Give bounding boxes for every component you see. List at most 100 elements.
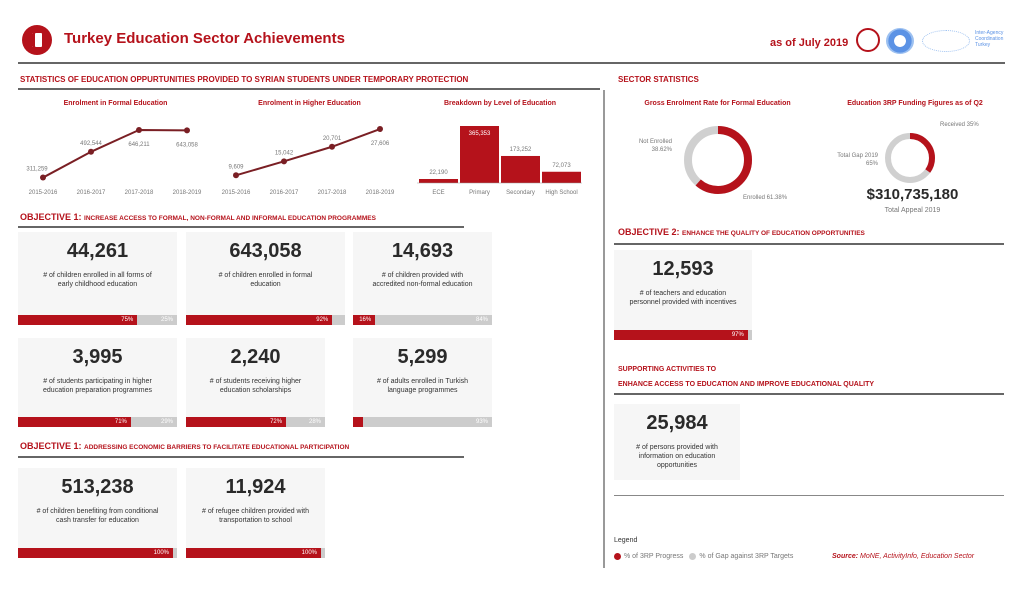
- objective-2-divider: [614, 243, 1004, 245]
- legend-gap-label: % of Gap against 3RP Targets: [699, 553, 794, 560]
- x-tick-label: 2018-2019: [173, 190, 202, 196]
- progress-bar: 100%: [18, 548, 177, 558]
- bar: [501, 155, 540, 183]
- formal-chart-title: Enrolment in Formal Education: [63, 100, 168, 107]
- indicator-card: 3,995 # of students participating in high…: [18, 338, 177, 417]
- gap-fill: [332, 315, 345, 325]
- supporting-line-1: SUPPORTING ACTIVITIES TO: [618, 366, 717, 373]
- supporting-line-2: ENHANCE ACCESS TO EDUCATION AND IMPROVE …: [618, 381, 875, 388]
- progress-fill: 75%: [18, 315, 138, 325]
- objective-1b-heading: OBJECTIVE 1: ADDRESSING ECONOMIC BARRIER…: [20, 441, 349, 451]
- x-tick-label: 2015-2016: [29, 190, 58, 196]
- indicator-description: # of refugee children provided with tran…: [201, 508, 309, 525]
- breakdown-chart-title: Breakdown by Level of Education: [443, 100, 557, 107]
- x-tick-label: 2017-2018: [318, 190, 347, 196]
- progress-fill: 100%: [18, 548, 173, 558]
- progress-bar: 100%: [186, 548, 325, 558]
- indicator-card: 14,693 # of children provided with accred…: [353, 232, 492, 315]
- objective-label: OBJECTIVE 1:: [20, 212, 82, 222]
- objective-text: ADDRESSING ECONOMIC BARRIERS TO FACILITA…: [84, 444, 350, 451]
- indicator-card: 5,299 # of adults enrolled in Turkish lan…: [353, 338, 492, 417]
- x-tick-label: 2017-2018: [125, 190, 154, 196]
- slice-label: Enrolled 61.38%: [743, 195, 788, 201]
- indicator-card: 513,238 # of children benefiting from con…: [18, 468, 177, 548]
- legend-gap-swatch: [689, 553, 697, 560]
- progress-fill: [353, 417, 363, 427]
- donut-charts: Not Enrolled 38.62% Enrolled 61.38% Receive…: [639, 122, 979, 201]
- progress-bar: 75% 25%: [18, 315, 177, 325]
- higher-chart-title: Enrolment in Higher Education: [258, 100, 361, 107]
- slice-value: 65%: [866, 161, 879, 167]
- indicator-card: 25,984 # of persons provided with informa…: [614, 404, 740, 480]
- column-divider: [603, 90, 605, 568]
- objective-2-heading: OBJECTIVE 2: ENHANCE THE QUALITY OF EDUC…: [618, 227, 865, 237]
- progress-fill: 100%: [186, 548, 321, 558]
- gap-fill: 25%: [160, 317, 173, 323]
- gap-fill: 84%: [475, 317, 488, 323]
- progress-bar: 16% 84%: [353, 315, 492, 325]
- funding-amount: $310,735,180: [866, 186, 959, 203]
- indicator-value: 2,240: [230, 346, 281, 368]
- gap-fill: [173, 548, 177, 558]
- education-sector-logo: [22, 25, 52, 55]
- supporting-divider: [614, 393, 1004, 395]
- progress-fill: 92%: [186, 315, 333, 325]
- data-point: [233, 172, 239, 179]
- progress-bar: 97%: [614, 330, 752, 340]
- charts-area: 311,259 2015-2016 492,544 2016-2017 646,211 2…: [26, 126, 582, 196]
- legend-progress-label: % of 3RP Progress: [624, 553, 684, 560]
- series-line: [42, 128, 188, 179]
- bar: [542, 171, 581, 183]
- bar: [419, 179, 458, 183]
- data-point: [88, 148, 94, 155]
- indicator-value: 643,058: [229, 240, 302, 262]
- legend-title: Legend: [614, 537, 638, 544]
- x-tick-label: High School: [545, 190, 577, 196]
- objective-1b-divider: [18, 456, 464, 458]
- objective-text: ENHANCE THE QUALITY OF EDUCATION OPPORTU…: [682, 230, 865, 237]
- indicator-value: 513,238: [61, 476, 134, 498]
- x-tick-label: ECE: [432, 190, 444, 196]
- indicator-description: # of students participating in higher ed…: [43, 378, 152, 395]
- indicator-card: 643,058 # of children enrolled in formal …: [186, 232, 345, 315]
- slice-label: Not Enrolled: [639, 139, 672, 145]
- data-point: [329, 143, 335, 150]
- indicator-value: 3,995: [72, 346, 123, 368]
- x-tick-label: Primary: [469, 190, 490, 196]
- progress-fill: 16%: [353, 315, 376, 325]
- donut-progress-slice: [684, 126, 752, 194]
- right-section-title: SECTOR STATISTICS: [618, 75, 699, 84]
- indicator-description: # of adults enrolled in Turkish language…: [376, 378, 469, 395]
- series-line: [235, 128, 381, 177]
- x-tick-label: Secondary: [506, 190, 535, 196]
- slice-label: Total Gap 2019: [837, 153, 878, 159]
- funding-chart-title: Education 3RP Funding Figures as of Q2: [847, 100, 983, 107]
- slice-label: Received 35%: [940, 122, 979, 128]
- data-point: [40, 174, 46, 181]
- indicator-card: 44,261 # of children enrolled in all form…: [18, 232, 177, 315]
- inter-agency-logo: [922, 30, 970, 52]
- progress-fill: 97%: [614, 330, 748, 340]
- slice-value: 38.62%: [652, 147, 673, 153]
- left-section-divider: [18, 88, 600, 90]
- progress-fill: 72%: [186, 417, 287, 427]
- bar-label: 173,252: [510, 147, 532, 153]
- left-section-title: STATISTICS OF EDUCATION OPPURTUNITIES PR…: [20, 75, 469, 84]
- gap-fill: 29%: [160, 419, 173, 425]
- page-title: Turkey Education Sector Achievements: [64, 30, 345, 47]
- objective-1-heading: OBJECTIVE 1: INCREASE ACCESS TO FORMAL, …: [20, 212, 376, 222]
- bar-label: 22,190: [429, 170, 448, 176]
- bar-label: 72,073: [552, 163, 571, 169]
- funding-caption: Total Appeal 2019: [884, 207, 941, 214]
- header-divider: [18, 62, 1005, 64]
- objective-1-divider: [18, 226, 464, 228]
- source-label: Source:: [832, 553, 859, 560]
- data-label: 311,259: [26, 167, 48, 173]
- progress-bar: 93%: [353, 417, 492, 427]
- indicator-value: 11,924: [225, 476, 286, 498]
- indicator-value: 12,593: [652, 258, 714, 280]
- data-label: 15,042: [275, 150, 294, 156]
- un-logo-icon: [886, 28, 914, 54]
- legend-divider: [614, 495, 1004, 496]
- x-tick-label: 2016-2017: [77, 190, 106, 196]
